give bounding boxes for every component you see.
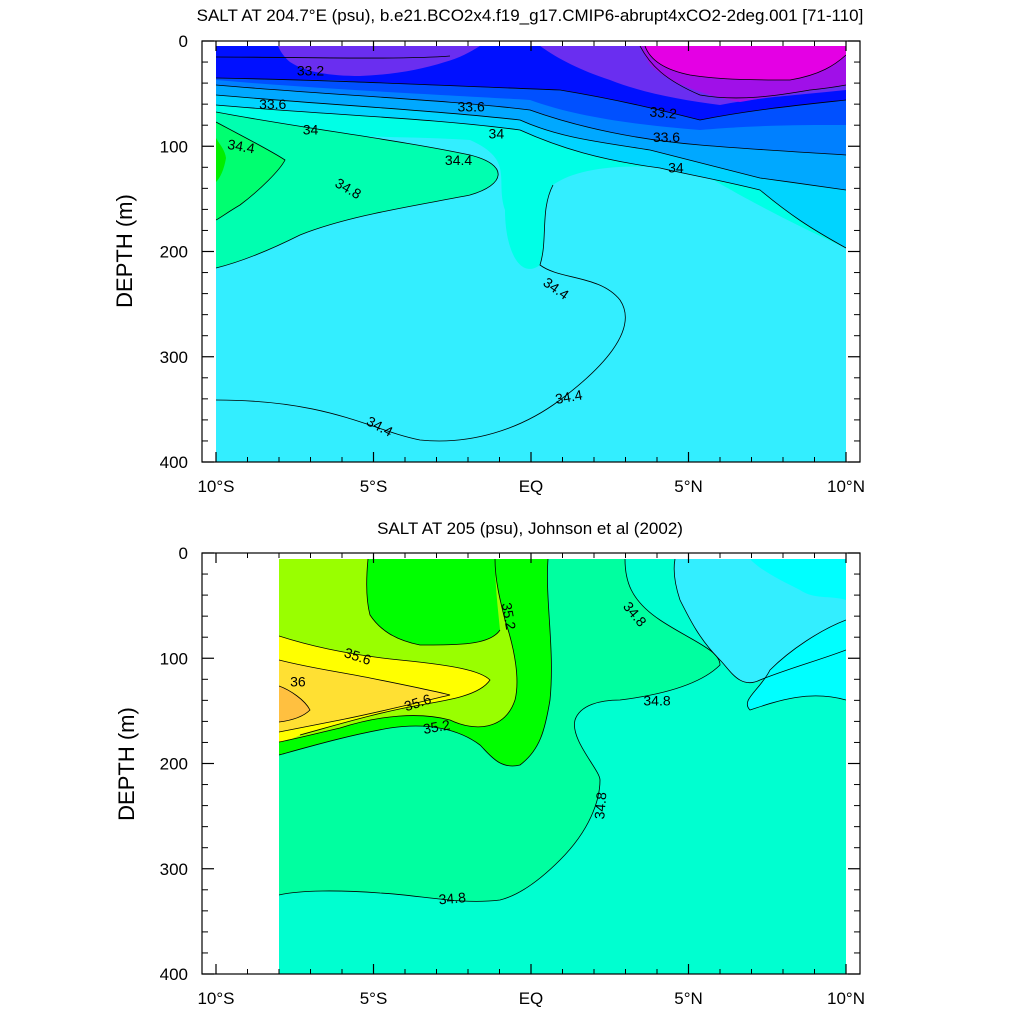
top-band-32-8 (645, 46, 846, 80)
top-contour-lines (216, 46, 846, 442)
top-ytick-label: 300 (160, 348, 188, 367)
bottom-xtick-label: 10°N (827, 989, 865, 1008)
bottom-ytick-label: 300 (160, 860, 188, 879)
top-panel-title: SALT AT 204.7°E (psu), b.e21.BCO2x4.f19_… (197, 6, 864, 25)
top-contour-label: 34.4 (445, 152, 472, 168)
bottom-ytick-label: 400 (160, 965, 188, 984)
bottom-contour-label: 35.2 (499, 601, 520, 631)
top-contour-label: 33.6 (653, 129, 680, 145)
top-xtick-label: 10°N (827, 477, 865, 496)
bottom-ytick-label: 100 (160, 649, 188, 668)
bottom-panel-fill (279, 559, 846, 974)
top-band-33-2b (278, 46, 480, 76)
top-xtick-label: EQ (519, 477, 544, 496)
bottom-panel-ylabel: DEPTH (m) (114, 707, 139, 821)
bottom-contour-label: 34.8 (591, 791, 609, 820)
bottom-contour-label: 34.8 (438, 889, 467, 907)
top-contour-label: 34 (303, 121, 319, 137)
top-xtick-label: 10°S (197, 477, 234, 496)
bottom-contour-lines (279, 559, 846, 902)
top-panel-axes: 10°S 5°S EQ 5°N 10°N 0 100 200 300 400 (160, 32, 865, 496)
bottom-contour-label: 35.2 (422, 716, 452, 737)
top-ytick-label: 400 (160, 453, 188, 472)
top-contour-label: 34.4 (226, 136, 256, 157)
top-contour-label: 34 (668, 159, 684, 175)
bot-band-34-4 (750, 559, 846, 600)
bottom-contour-label: 34.8 (643, 692, 670, 708)
bottom-xtick-label: 5°N (674, 989, 703, 1008)
bot-band-35-2b (366, 559, 500, 645)
bottom-xtick-label: EQ (519, 989, 544, 1008)
top-panel-fill (216, 46, 846, 462)
top-band-35-0 (216, 122, 285, 220)
top-panel-ylabel: DEPTH (m) (112, 194, 137, 308)
bot-band-36-0 (279, 686, 310, 722)
top-contour-label: 33.6 (259, 96, 286, 112)
top-contour-label: 33.2 (297, 62, 324, 78)
top-ytick-label: 200 (160, 243, 188, 262)
bottom-panel-title: SALT AT 205 (psu), Johnson et al (2002) (377, 519, 683, 538)
top-panel-contour-labels: 33.233.6 33.6 33.234 34 33.634.434.4 3434.834… (226, 62, 684, 439)
bot-band-34-4b (747, 620, 846, 710)
bottom-xtick-label: 5°S (360, 989, 388, 1008)
bot-band-35-8 (279, 660, 450, 732)
bottom-contour-label: 36 (290, 673, 306, 689)
bottom-panel-axes: 10°S 5°S EQ 5°N 10°N 0 100 200 300 400 (160, 544, 865, 1008)
bottom-ytick-label: 200 (160, 755, 188, 774)
top-xtick-label: 5°S (360, 477, 388, 496)
top-contour-label: 33.6 (458, 98, 485, 114)
top-contour-label: 34.4 (554, 386, 584, 407)
top-xtick-label: 5°N (674, 477, 703, 496)
top-ytick-label: 100 (160, 137, 188, 156)
top-contour-label: 34 (489, 126, 505, 142)
top-contour-label: 33.2 (649, 103, 678, 121)
top-band-35-2 (216, 138, 226, 182)
top-band-34-8 (216, 112, 499, 268)
bottom-ytick-label: 0 (179, 544, 188, 563)
bottom-xtick-label: 10°S (197, 989, 234, 1008)
top-ytick-label: 0 (179, 32, 188, 51)
